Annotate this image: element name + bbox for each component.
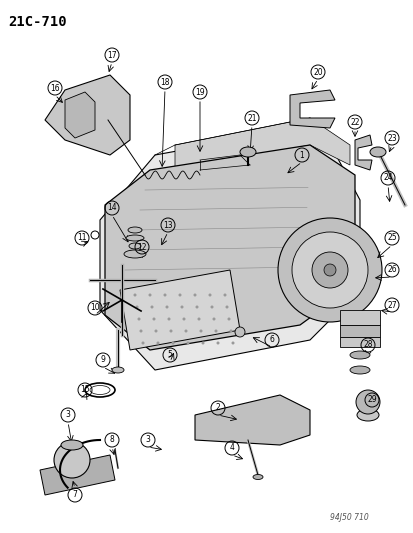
Text: 9: 9	[100, 356, 105, 365]
Ellipse shape	[129, 243, 141, 249]
Text: 19: 19	[195, 87, 204, 96]
Ellipse shape	[112, 367, 124, 373]
Text: 21: 21	[247, 114, 256, 123]
Circle shape	[210, 305, 213, 309]
Circle shape	[197, 318, 200, 320]
Polygon shape	[120, 270, 240, 350]
Text: 14: 14	[107, 204, 116, 213]
Text: 12: 12	[137, 243, 146, 252]
Ellipse shape	[252, 474, 262, 480]
Circle shape	[54, 442, 90, 478]
Text: 8: 8	[109, 435, 114, 445]
Text: 10: 10	[90, 303, 100, 312]
Text: 16: 16	[50, 84, 59, 93]
Circle shape	[171, 342, 174, 344]
Text: 94J50 710: 94J50 710	[329, 513, 368, 522]
Circle shape	[231, 342, 234, 344]
Polygon shape	[354, 135, 371, 170]
Circle shape	[137, 318, 140, 320]
Circle shape	[163, 294, 166, 296]
Text: 5: 5	[167, 351, 172, 359]
Circle shape	[184, 329, 187, 333]
Circle shape	[154, 329, 157, 333]
Ellipse shape	[369, 147, 385, 157]
Text: 4: 4	[229, 443, 234, 453]
Circle shape	[150, 305, 153, 309]
FancyBboxPatch shape	[339, 325, 379, 337]
Circle shape	[229, 329, 232, 333]
Circle shape	[223, 294, 226, 296]
Circle shape	[139, 329, 142, 333]
Polygon shape	[45, 75, 130, 155]
Circle shape	[227, 318, 230, 320]
Text: 21C-710: 21C-710	[8, 15, 66, 29]
Circle shape	[193, 294, 196, 296]
Circle shape	[169, 329, 172, 333]
Text: 11: 11	[77, 233, 87, 243]
Ellipse shape	[349, 351, 369, 359]
Polygon shape	[175, 118, 349, 170]
Circle shape	[165, 305, 168, 309]
Circle shape	[148, 294, 151, 296]
Polygon shape	[40, 455, 115, 495]
Circle shape	[182, 318, 185, 320]
Polygon shape	[195, 395, 309, 445]
Circle shape	[186, 342, 189, 344]
Circle shape	[311, 252, 347, 288]
Text: 17: 17	[107, 51, 116, 60]
Polygon shape	[65, 92, 95, 138]
Circle shape	[208, 294, 211, 296]
Circle shape	[156, 342, 159, 344]
Text: 3: 3	[145, 435, 150, 445]
Ellipse shape	[128, 227, 142, 233]
Circle shape	[235, 327, 244, 337]
Circle shape	[195, 305, 198, 309]
Circle shape	[214, 329, 217, 333]
Circle shape	[212, 318, 215, 320]
Text: 3: 3	[65, 410, 70, 419]
Text: 27: 27	[386, 301, 396, 310]
Text: 7: 7	[72, 490, 77, 499]
Circle shape	[152, 318, 155, 320]
Circle shape	[291, 232, 367, 308]
Circle shape	[133, 294, 136, 296]
Text: 20: 20	[312, 68, 322, 77]
Ellipse shape	[349, 366, 369, 374]
Circle shape	[135, 305, 138, 309]
Polygon shape	[105, 145, 354, 350]
Text: 6: 6	[269, 335, 274, 344]
Circle shape	[216, 342, 219, 344]
Circle shape	[225, 305, 228, 309]
Circle shape	[180, 305, 183, 309]
Ellipse shape	[126, 235, 144, 241]
Circle shape	[167, 318, 170, 320]
Ellipse shape	[61, 440, 83, 450]
Text: 1: 1	[299, 150, 304, 159]
Ellipse shape	[240, 147, 255, 157]
Circle shape	[323, 264, 335, 276]
Text: 24: 24	[382, 174, 392, 182]
Circle shape	[201, 342, 204, 344]
Text: 2: 2	[215, 403, 220, 413]
Circle shape	[277, 218, 381, 322]
Text: 28: 28	[362, 341, 372, 350]
Text: 22: 22	[349, 117, 359, 126]
Text: 26: 26	[386, 265, 396, 274]
Polygon shape	[100, 125, 359, 370]
FancyBboxPatch shape	[339, 310, 379, 325]
Polygon shape	[289, 90, 334, 128]
Ellipse shape	[124, 250, 146, 258]
FancyBboxPatch shape	[339, 337, 379, 347]
Text: 25: 25	[386, 233, 396, 243]
Text: 18: 18	[160, 77, 169, 86]
Circle shape	[199, 329, 202, 333]
Circle shape	[355, 390, 379, 414]
Text: 15: 15	[80, 385, 90, 394]
Text: 23: 23	[386, 133, 396, 142]
Text: 29: 29	[366, 395, 376, 405]
Circle shape	[178, 294, 181, 296]
Text: 13: 13	[163, 221, 172, 230]
Circle shape	[141, 342, 144, 344]
Ellipse shape	[356, 409, 378, 421]
